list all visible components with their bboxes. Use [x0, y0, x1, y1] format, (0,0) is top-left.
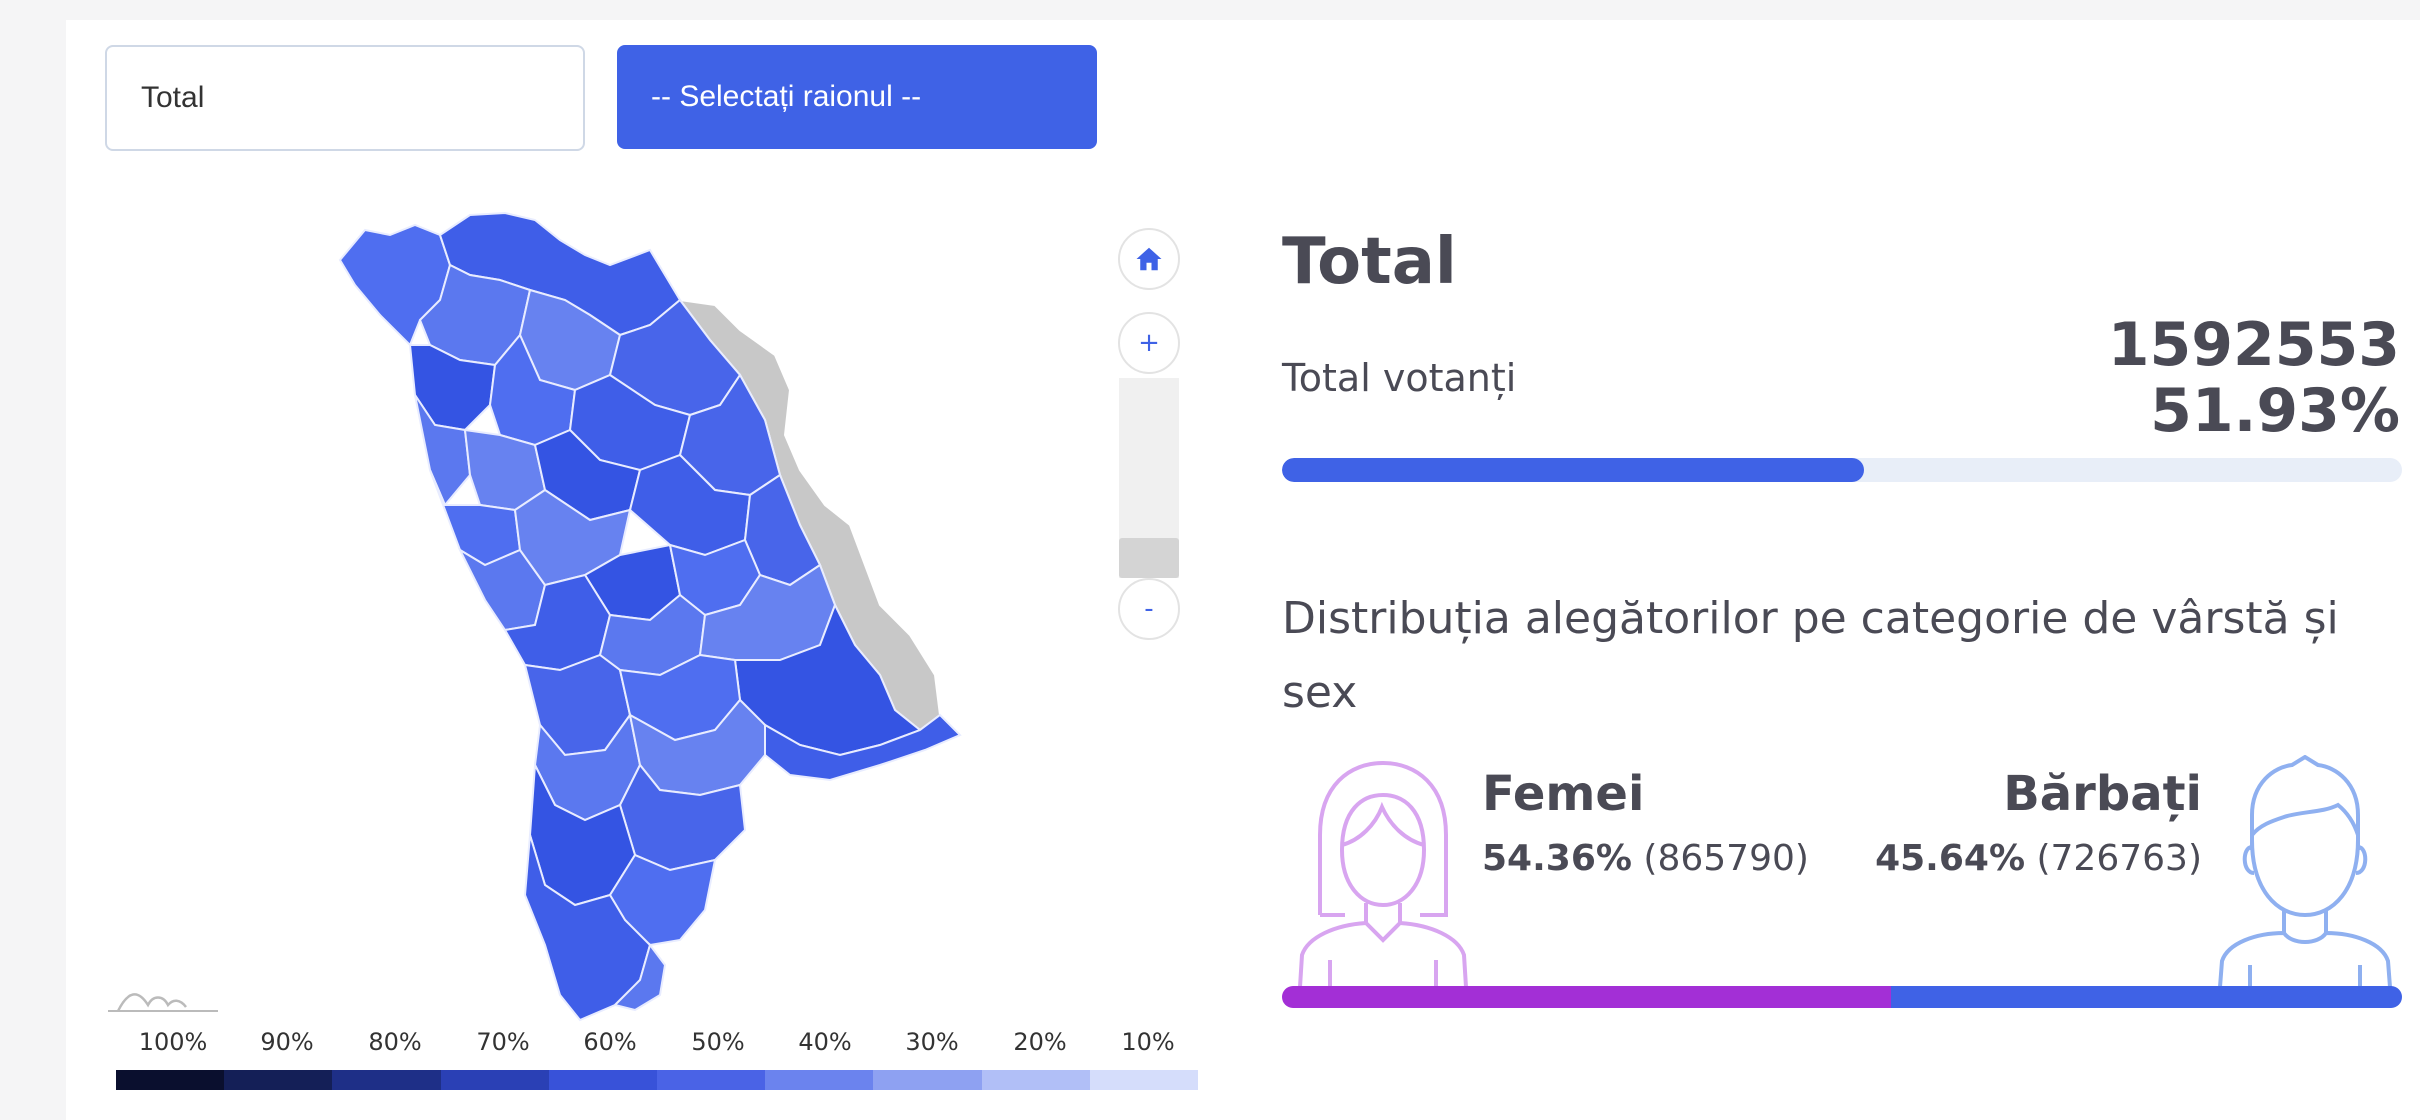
map-legend-labels: 100% 90% 80% 70% 60% 50% 40% 30% 20% 10%	[118, 1028, 1198, 1062]
legend-label: 60%	[583, 1028, 637, 1056]
legend-color-step	[657, 1070, 766, 1090]
map-regions	[338, 211, 962, 1022]
legend-label: 30%	[905, 1028, 959, 1056]
zoom-in-button[interactable]: +	[1118, 312, 1180, 374]
male-share-bar	[1890, 986, 2402, 1008]
legend-label: 50%	[691, 1028, 745, 1056]
legend-color-step	[548, 1070, 658, 1090]
legend-label: 10%	[1121, 1028, 1175, 1056]
map-legend-color-scale	[116, 1070, 1199, 1090]
legend-color-step	[116, 1070, 225, 1090]
map-region-stefan-voda[interactable]	[764, 713, 962, 782]
zoom-out-label: -	[1144, 594, 1154, 624]
female-share-bar	[1282, 986, 1891, 1008]
district-select[interactable]: -- Selectați raionul --	[617, 45, 1097, 149]
female-percent: 54.36%	[1482, 838, 1632, 879]
male-stats: 45.64% (726763)	[1875, 838, 2202, 879]
woman-avatar-icon	[1298, 760, 1468, 987]
legend-color-step	[440, 1070, 549, 1090]
scope-select[interactable]: Total	[105, 45, 585, 151]
legend-label: 70%	[476, 1028, 530, 1056]
content-card	[66, 20, 2420, 1120]
legend-color-step	[765, 1070, 874, 1090]
legend-label: 40%	[798, 1028, 852, 1056]
legend-color-step	[1089, 1070, 1199, 1090]
turnout-percent: 51.93%	[2150, 376, 2400, 446]
male-percent: 45.64%	[1875, 838, 2026, 879]
gender-distribution-bar	[1282, 986, 2402, 1008]
man-avatar-icon	[2218, 755, 2392, 987]
legend-label: 80%	[368, 1028, 422, 1056]
zoom-in-label: +	[1138, 328, 1160, 358]
legend-color-step	[873, 1070, 982, 1090]
legend-label: 100%	[138, 1028, 208, 1056]
female-label: Femei	[1482, 766, 1645, 822]
turnout-progress-bar	[1282, 458, 2402, 482]
voters-count: 1592553	[2107, 310, 2400, 380]
female-stats: 54.36% (865790)	[1482, 838, 1809, 879]
moldova-map[interactable]	[320, 205, 1000, 1035]
male-count: (726763)	[2036, 838, 2202, 879]
legend-label: 90%	[260, 1028, 314, 1056]
legend-color-step	[981, 1070, 1090, 1090]
female-count: (865790)	[1643, 838, 1809, 879]
home-button[interactable]	[1118, 228, 1180, 290]
scope-select-value: Total	[141, 81, 205, 114]
zoom-out-button[interactable]: -	[1118, 578, 1180, 640]
district-select-placeholder: -- Selectați raionul --	[651, 80, 922, 113]
legend-color-step	[332, 1070, 441, 1090]
home-icon	[1136, 247, 1162, 271]
turnout-progress-fill	[1282, 458, 1864, 482]
legend-label: 20%	[1013, 1028, 1067, 1056]
mountain-logo-icon	[108, 993, 218, 1012]
male-label: Bărbați	[2003, 766, 2202, 822]
distribution-title: Distribuția alegătorilor pe categorie de…	[1282, 593, 2339, 718]
voters-label: Total votanți	[1282, 356, 1517, 400]
map-region-vulcanesti[interactable]	[613, 942, 667, 1012]
legend-color-step	[224, 1070, 333, 1090]
voters-figures: 1592553 51.93%	[2108, 312, 2400, 444]
summary-title: Total	[1282, 225, 1457, 299]
zoom-slider-thumb[interactable]	[1119, 538, 1179, 578]
